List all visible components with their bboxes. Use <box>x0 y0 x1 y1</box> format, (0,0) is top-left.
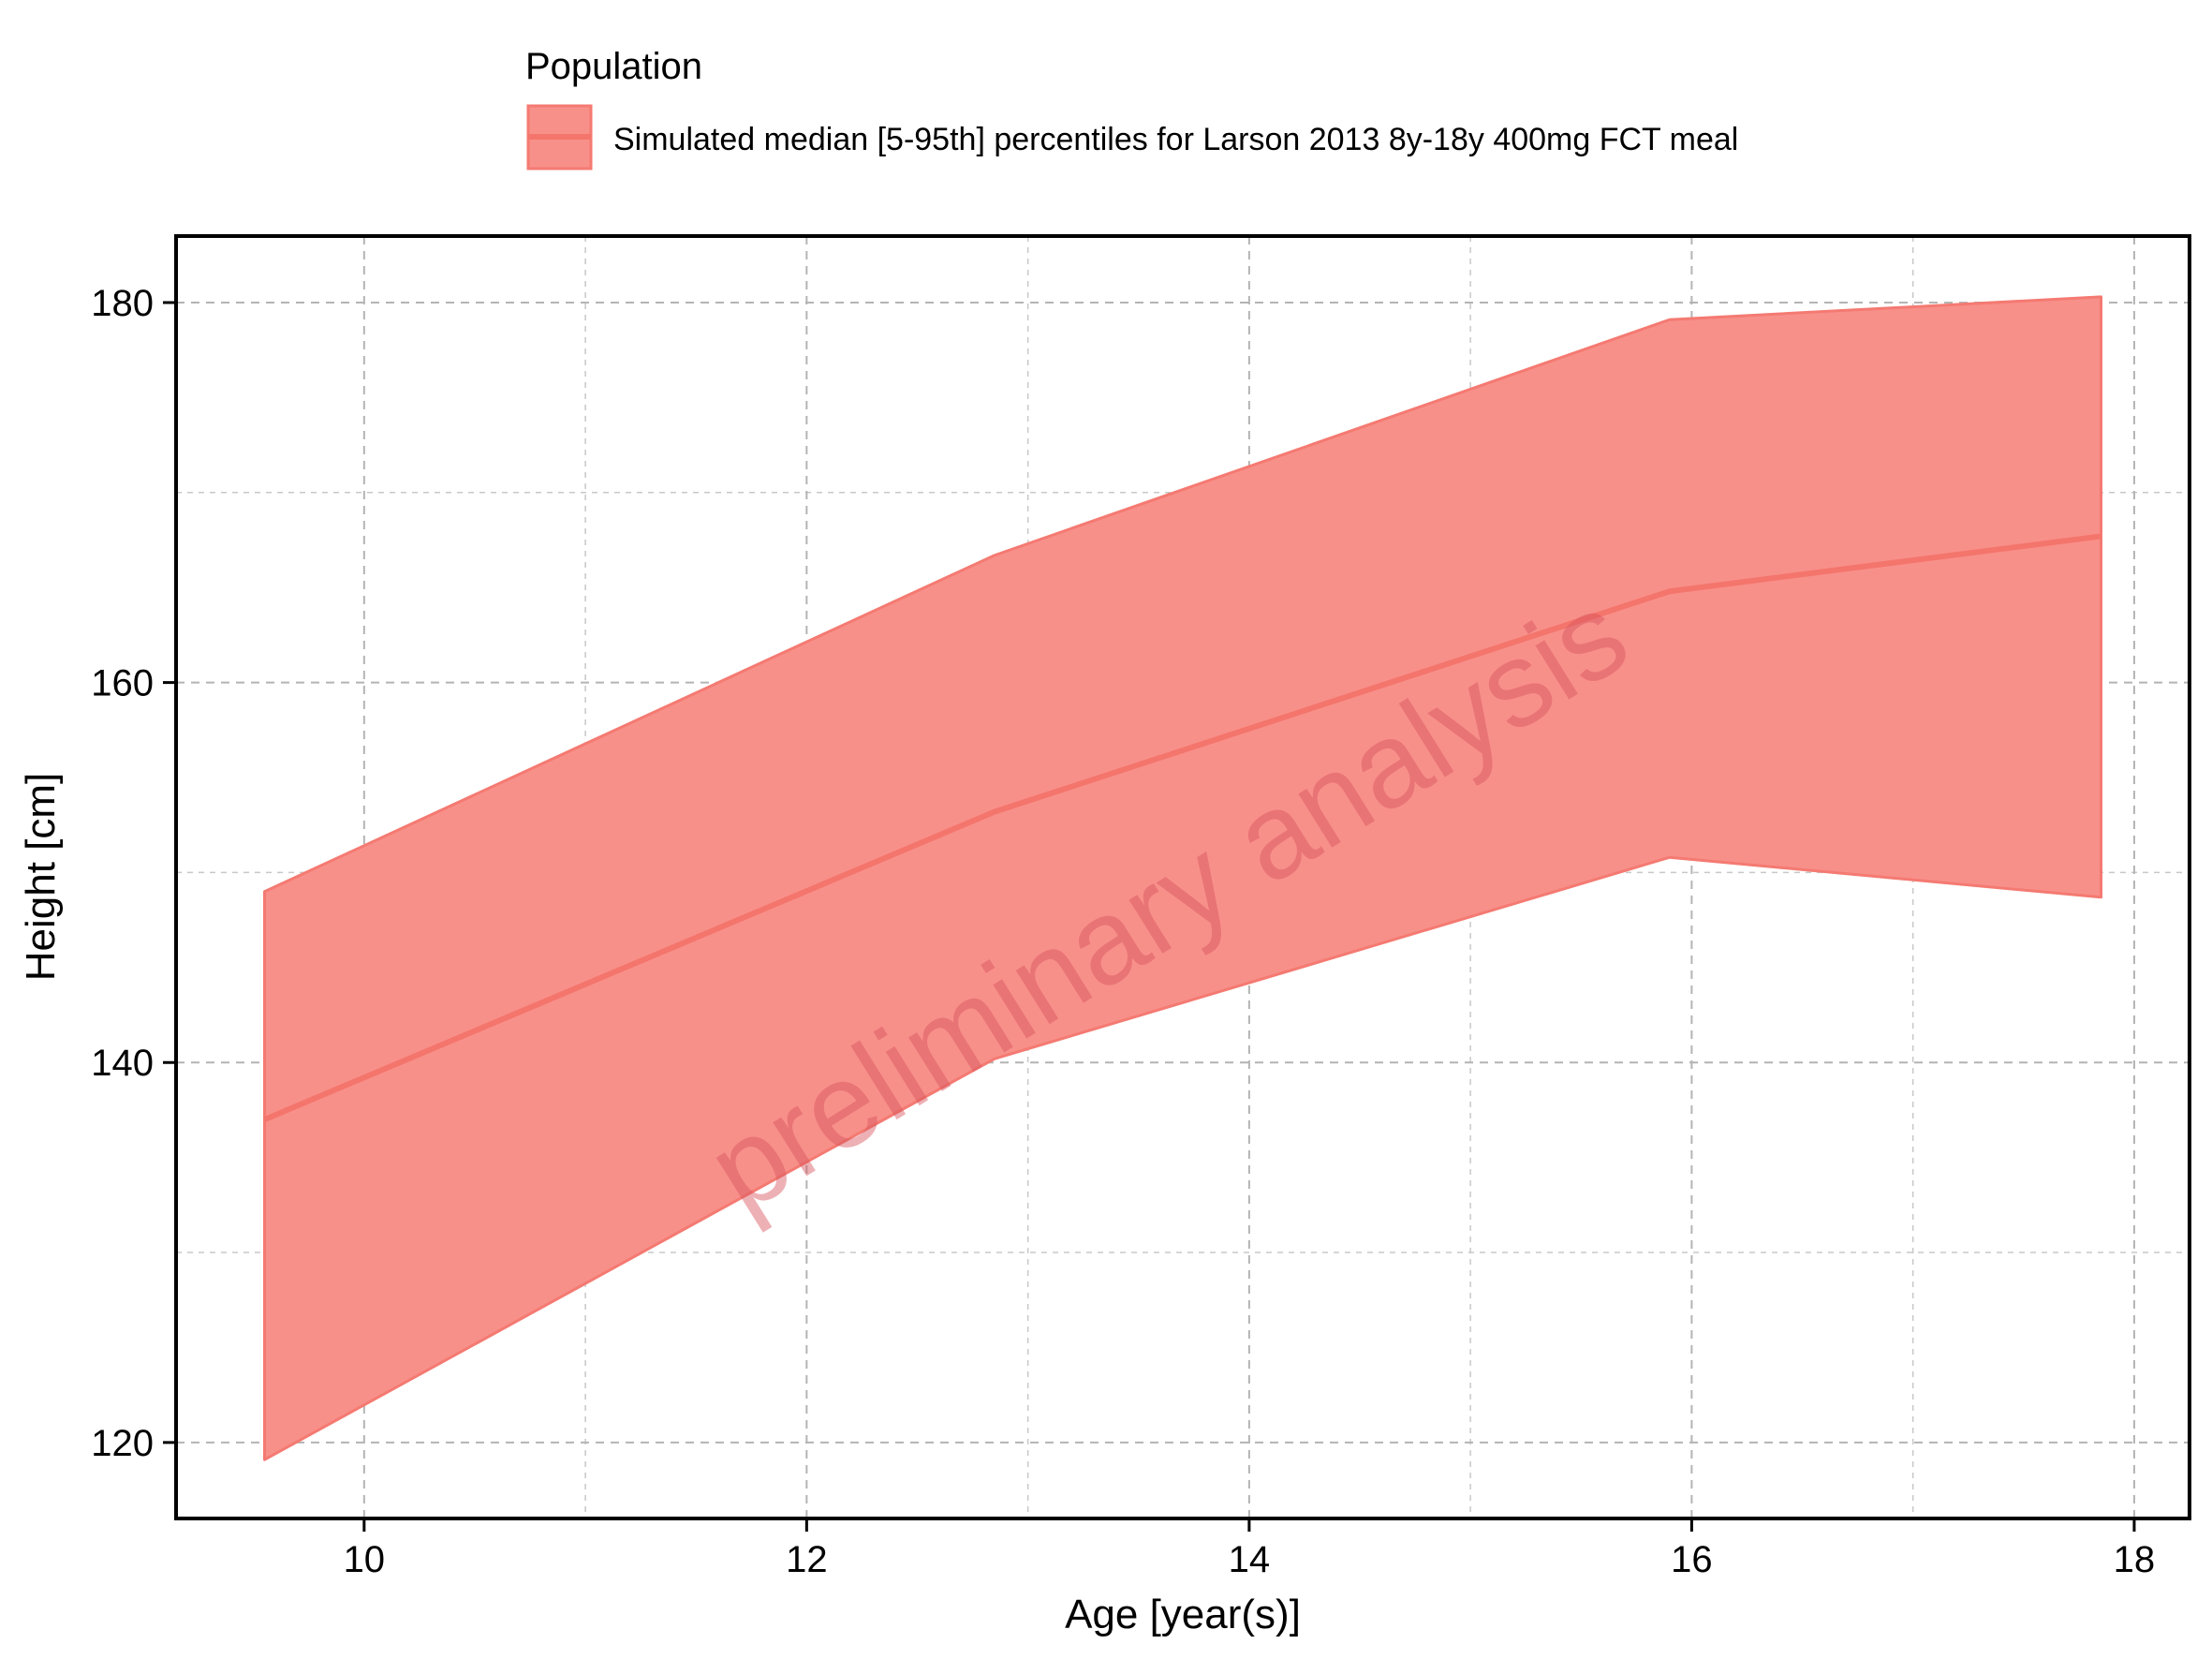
x-tick-label: 12 <box>786 1539 828 1580</box>
y-tick-label: 120 <box>91 1423 154 1464</box>
x-tick-label: 18 <box>2114 1539 2156 1580</box>
y-axis-title: Height [cm] <box>18 773 64 982</box>
plot-panel-border <box>174 234 2191 1520</box>
x-tick-label: 10 <box>344 1539 386 1580</box>
x-axis-title: Age [year(s)] <box>1065 1592 1301 1637</box>
percentile-ribbon <box>263 295 2102 1461</box>
x-tick-label: 14 <box>1229 1539 1271 1580</box>
y-tick-label: 160 <box>91 663 154 704</box>
legend-title: Population <box>525 46 702 87</box>
legend-entry-label: Simulated median [5-95th] percentiles fo… <box>613 122 1738 157</box>
axis-ticks: 10 12 14 16 18 120 140 160 180 <box>91 283 2155 1580</box>
x-tick-label: 16 <box>1671 1539 1713 1580</box>
y-tick-label: 140 <box>91 1043 154 1084</box>
median-line <box>263 533 2101 1122</box>
y-tick-label: 180 <box>91 283 154 324</box>
percentile-band <box>263 295 2102 1461</box>
legend: Population Simulated median [5-95th] per… <box>525 46 1738 170</box>
